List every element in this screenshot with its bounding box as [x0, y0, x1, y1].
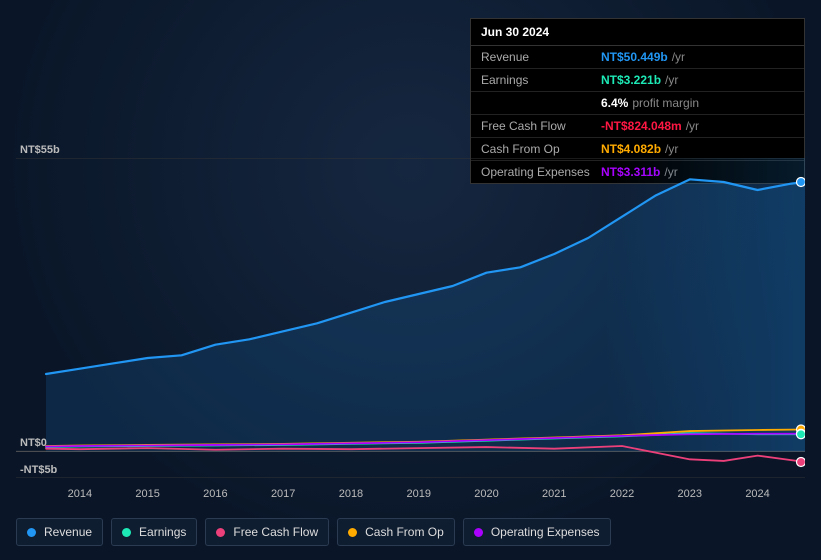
legend-dot-icon	[122, 528, 131, 537]
x-axis-label: 2017	[263, 488, 303, 500]
legend-item-earnings[interactable]: Earnings	[111, 518, 197, 546]
legend-item-operating-expenses[interactable]: Operating Expenses	[463, 518, 611, 546]
x-axis-label: 2020	[466, 488, 506, 500]
legend-dot-icon	[27, 528, 36, 537]
x-axis-label: 2024	[738, 488, 778, 500]
x-axis-label: 2015	[128, 488, 168, 500]
tooltip-suffix: profit margin	[632, 96, 699, 110]
tooltip-value: NT$50.449b	[601, 50, 668, 64]
tooltip-suffix: /yr	[686, 119, 699, 133]
tooltip-value: NT$4.082b	[601, 142, 661, 156]
tooltip-row: Free Cash Flow-NT$824.048m/yr	[471, 115, 804, 138]
x-axis-label: 2021	[534, 488, 574, 500]
legend-item-revenue[interactable]: Revenue	[16, 518, 103, 546]
tooltip-row: 6.4% profit margin	[471, 92, 804, 115]
x-axis-label: 2018	[331, 488, 371, 500]
tooltip-row: RevenueNT$50.449b/yr	[471, 46, 804, 69]
legend-dot-icon	[216, 528, 225, 537]
y-axis-label: NT$0	[20, 437, 47, 449]
chart-svg	[16, 158, 805, 478]
y-axis-label: -NT$5b	[20, 464, 57, 476]
legend-label: Operating Expenses	[491, 525, 600, 539]
tooltip-value: -NT$824.048m	[601, 119, 682, 133]
tooltip-suffix: /yr	[665, 73, 678, 87]
earnings-revenue-chart[interactable]: NT$55bNT$0-NT$5b 20142015201620172018201…	[16, 158, 805, 478]
legend-item-cash-from-op[interactable]: Cash From Op	[337, 518, 455, 546]
x-axis-label: 2019	[399, 488, 439, 500]
x-axis-label: 2016	[195, 488, 235, 500]
y-axis-label: NT$55b	[20, 144, 60, 156]
tooltip-value: 6.4%	[601, 96, 628, 110]
tooltip-label: Free Cash Flow	[481, 119, 601, 133]
legend-item-free-cash-flow[interactable]: Free Cash Flow	[205, 518, 329, 546]
tooltip-label: Revenue	[481, 50, 601, 64]
legend-label: Earnings	[139, 525, 186, 539]
tooltip-row: EarningsNT$3.221b/yr	[471, 69, 804, 92]
tooltip-value: NT$3.221b	[601, 73, 661, 87]
x-axis-label: 2014	[60, 488, 100, 500]
legend-dot-icon	[474, 528, 483, 537]
tooltip-label: Cash From Op	[481, 142, 601, 156]
tooltip-suffix: /yr	[665, 142, 678, 156]
x-axis-label: 2022	[602, 488, 642, 500]
legend-dot-icon	[348, 528, 357, 537]
tooltip-suffix: /yr	[672, 50, 685, 64]
tooltip-label: Earnings	[481, 73, 601, 87]
legend-label: Free Cash Flow	[233, 525, 318, 539]
x-axis-label: 2023	[670, 488, 710, 500]
tooltip-date: Jun 30 2024	[471, 19, 804, 46]
legend-label: Revenue	[44, 525, 92, 539]
tooltip-label	[481, 96, 601, 110]
chart-legend: Revenue Earnings Free Cash Flow Cash From O…	[16, 518, 611, 546]
legend-label: Cash From Op	[365, 525, 444, 539]
